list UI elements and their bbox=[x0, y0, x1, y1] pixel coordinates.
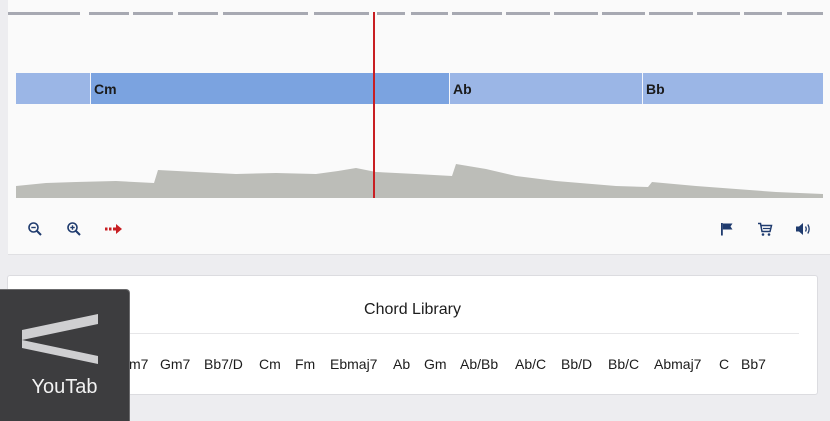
chord-segment-label: Cm bbox=[94, 81, 117, 97]
chord-chip[interactable]: Cm bbox=[259, 356, 281, 372]
chord-chip[interactable]: Fm bbox=[295, 356, 316, 372]
beat-tick bbox=[602, 12, 645, 15]
chord-chip[interactable]: Gm bbox=[424, 356, 447, 372]
beat-tick bbox=[223, 12, 308, 15]
chord-chip[interactable]: Ab bbox=[393, 356, 411, 372]
chord-chip[interactable]: Bb7 bbox=[741, 356, 766, 372]
chord-segment[interactable]: Bb bbox=[642, 73, 823, 104]
chord-chip[interactable]: C bbox=[719, 356, 730, 372]
beat-tick bbox=[506, 12, 550, 15]
beat-tick bbox=[314, 12, 369, 15]
beat-tick bbox=[89, 12, 129, 15]
chord-segment-label: Bb bbox=[646, 81, 665, 97]
zoom-in-button[interactable] bbox=[63, 218, 85, 240]
chord-segment-label: Ab bbox=[453, 81, 472, 97]
beat-tick bbox=[178, 12, 218, 15]
chord-chip[interactable]: Ab/C bbox=[515, 356, 547, 372]
chord-chip[interactable]: Bb7/D bbox=[204, 356, 243, 372]
chord-chip[interactable]: Bb/D bbox=[561, 356, 593, 372]
zoom-in-icon bbox=[67, 222, 81, 236]
chord-chip[interactable]: m7 bbox=[129, 356, 149, 372]
beat-tick bbox=[744, 12, 782, 15]
divider bbox=[128, 333, 799, 334]
playhead[interactable] bbox=[373, 12, 375, 198]
player-panel bbox=[8, 0, 830, 255]
chord-library-panel: Chord Library m7 Gm7 Bb7/D Cm Fm Ebmaj7 … bbox=[7, 275, 818, 395]
beat-tick bbox=[649, 12, 693, 15]
volume-icon bbox=[796, 223, 810, 235]
beat-tick bbox=[697, 12, 740, 15]
chord-chip[interactable]: Gm7 bbox=[160, 356, 191, 372]
flag-icon bbox=[721, 223, 733, 236]
beat-tick bbox=[554, 12, 598, 15]
youtab-brand-text: YouTab bbox=[31, 376, 98, 398]
cart-icon bbox=[758, 222, 773, 236]
youtab-logo-icon bbox=[22, 314, 98, 364]
follow-playhead-button[interactable] bbox=[103, 218, 125, 240]
chord-chip[interactable]: Ebmaj7 bbox=[330, 356, 378, 372]
chord-library-title: Chord Library bbox=[364, 301, 461, 318]
follow-playhead-icon bbox=[105, 224, 122, 234]
beat-tick bbox=[411, 12, 448, 15]
beat-tick bbox=[8, 12, 80, 15]
beat-tick bbox=[452, 12, 502, 15]
flag-button[interactable] bbox=[716, 218, 738, 240]
beat-ruler bbox=[8, 12, 823, 15]
chord-segment-active[interactable]: Cm bbox=[90, 73, 449, 104]
volume-button[interactable] bbox=[793, 218, 815, 240]
chord-library-list: m7 Gm7 Bb7/D Cm Fm Ebmaj7 Ab Gm Ab/Bb Ab… bbox=[8, 356, 817, 376]
chord-chip[interactable]: Abmaj7 bbox=[654, 356, 702, 372]
chord-chip[interactable]: Bb/C bbox=[608, 356, 640, 372]
zoom-out-button[interactable] bbox=[24, 218, 46, 240]
youtab-watermark: YouTab bbox=[0, 289, 130, 421]
chord-segment[interactable] bbox=[16, 73, 90, 104]
cart-button[interactable] bbox=[754, 218, 776, 240]
beat-tick bbox=[377, 12, 405, 15]
chord-segment[interactable]: Ab bbox=[449, 73, 642, 104]
beat-tick bbox=[133, 12, 173, 15]
beat-tick bbox=[787, 12, 823, 15]
chord-timeline[interactable]: Cm Ab Bb bbox=[16, 73, 823, 104]
waveform[interactable] bbox=[16, 156, 823, 198]
chord-chip[interactable]: Ab/Bb bbox=[460, 356, 499, 372]
zoom-out-icon bbox=[28, 222, 42, 236]
